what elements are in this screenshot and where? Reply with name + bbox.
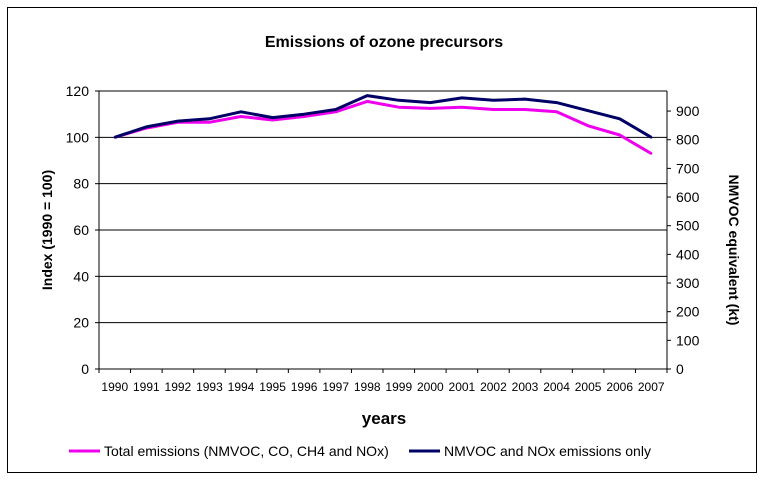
x-tick-label: 1996 bbox=[291, 380, 318, 394]
series-1-point bbox=[302, 112, 306, 116]
series-line-1 bbox=[114, 94, 652, 139]
series-0-point bbox=[208, 121, 211, 124]
series-1-point bbox=[145, 125, 148, 129]
series-0-point bbox=[650, 152, 653, 155]
series-0-point bbox=[555, 110, 558, 114]
left-tick-label: 100 bbox=[66, 129, 90, 145]
series-0-point bbox=[334, 110, 337, 114]
right-tick-label: 200 bbox=[676, 304, 700, 320]
x-tick-label: 1994 bbox=[228, 380, 255, 394]
right-tick-label: 600 bbox=[676, 189, 700, 205]
series-1-point bbox=[366, 94, 369, 97]
x-tick-label: 2002 bbox=[480, 380, 507, 394]
left-tick-label: 40 bbox=[73, 268, 89, 284]
series-1-point bbox=[555, 101, 558, 104]
x-tick-label: 2005 bbox=[575, 380, 602, 394]
x-tick-label: 2004 bbox=[543, 380, 570, 394]
x-tick-label: 1998 bbox=[354, 380, 381, 394]
x-tick-label: 1995 bbox=[259, 380, 286, 394]
series-1-point bbox=[239, 110, 243, 114]
series-1-point bbox=[429, 101, 432, 104]
chart-frame bbox=[7, 7, 757, 473]
x-tick-label: 1999 bbox=[385, 380, 412, 394]
right-tick-label: 800 bbox=[676, 132, 700, 148]
series-1-point bbox=[271, 116, 274, 119]
series-0-point bbox=[460, 106, 464, 109]
right-tick-label: 500 bbox=[676, 218, 700, 234]
right-axis-label: NMVOC equivalent (kt) bbox=[726, 175, 742, 326]
x-tick-label: 1990 bbox=[101, 380, 128, 394]
right-tick-label: 300 bbox=[676, 275, 700, 291]
x-axis-label: years bbox=[362, 409, 406, 428]
series-0-point bbox=[397, 106, 400, 109]
series-1-point bbox=[460, 96, 464, 100]
right-tick-label: 400 bbox=[676, 246, 700, 262]
legend-label-nmvoc: NMVOC and NOx emissions only bbox=[444, 443, 651, 459]
series-1-point bbox=[176, 119, 180, 123]
left-tick-label: 20 bbox=[73, 315, 89, 331]
right-tick-label: 900 bbox=[676, 103, 700, 119]
x-tick-label: 1993 bbox=[196, 380, 223, 394]
series-1-point bbox=[650, 136, 653, 139]
right-tick-label: 700 bbox=[676, 160, 700, 176]
left-tick-label: 60 bbox=[73, 222, 89, 238]
series-1-point bbox=[618, 117, 621, 121]
x-tick-label: 1997 bbox=[322, 380, 349, 394]
series-0-point bbox=[429, 107, 432, 110]
left-tick-label: 120 bbox=[66, 83, 90, 99]
x-tick-label: 2003 bbox=[512, 380, 539, 394]
series-0-point bbox=[523, 108, 527, 111]
right-tick-label: 0 bbox=[676, 361, 684, 377]
x-tick-label: 1992 bbox=[165, 380, 192, 394]
series-1-point bbox=[208, 117, 211, 121]
series-0-point bbox=[586, 124, 590, 127]
series-0-point bbox=[618, 133, 621, 137]
series-1-point bbox=[334, 108, 337, 111]
series-0-point bbox=[302, 115, 306, 118]
series-1-point bbox=[586, 109, 590, 112]
x-tick-label: 2000 bbox=[417, 380, 444, 394]
left-axis-ticks: 0 20 40 60 80 100 120 bbox=[66, 83, 99, 377]
left-tick-label: 0 bbox=[81, 361, 89, 377]
legend-label-total: Total emissions (NMVOC, CO, CH4 and NOx) bbox=[104, 443, 389, 459]
series-0-point bbox=[366, 100, 369, 103]
left-axis-label: Index (1990 = 100) bbox=[39, 170, 55, 290]
gridlines bbox=[98, 90, 668, 370]
x-axis-ticks: 1990 1991 1992 1993 1994 1995 1996 1997 1998 1999… bbox=[98, 369, 668, 394]
series-0-point bbox=[239, 115, 243, 118]
x-tick-label: 2001 bbox=[449, 380, 476, 394]
chart-title: Emissions of ozone precursors bbox=[265, 34, 503, 51]
series-0-point bbox=[492, 108, 495, 111]
x-tick-label: 2006 bbox=[606, 380, 633, 394]
series-0-point bbox=[271, 118, 274, 122]
series-1-point bbox=[397, 99, 400, 102]
x-tick-label: 2007 bbox=[638, 380, 665, 394]
series-1-point bbox=[113, 136, 116, 139]
x-tick-label: 1991 bbox=[133, 380, 160, 394]
series-1-point bbox=[492, 99, 495, 102]
right-axis-ticks: 0 100 200 300 400 500 600 700 800 900 bbox=[667, 103, 700, 377]
series-line-0 bbox=[114, 99, 652, 155]
series-lines bbox=[113, 94, 653, 155]
legend: Total emissions (NMVOC, CO, CH4 and NOx)… bbox=[69, 443, 651, 459]
series-1-point bbox=[523, 97, 527, 101]
right-tick-label: 100 bbox=[676, 332, 700, 348]
left-tick-label: 80 bbox=[73, 176, 89, 192]
